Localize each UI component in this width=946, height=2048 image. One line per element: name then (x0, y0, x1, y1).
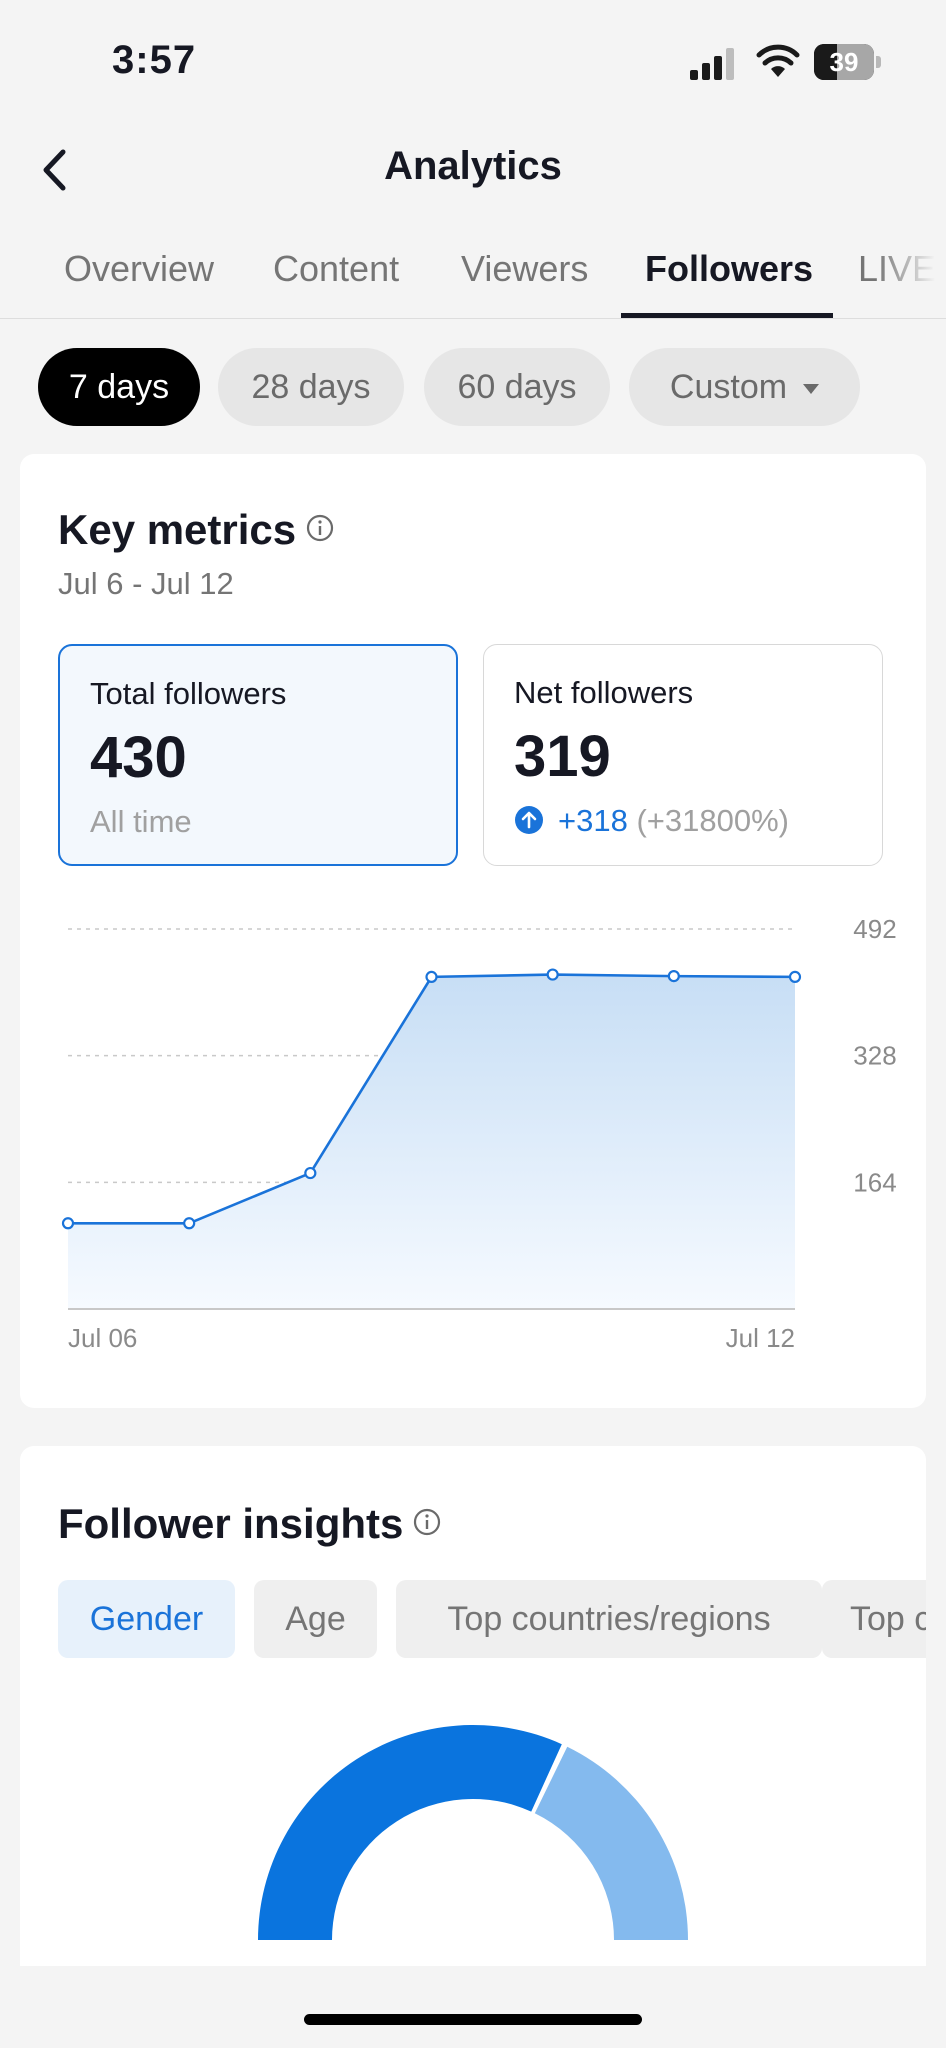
chart-y-tick-label: 492 (853, 914, 896, 944)
key-metrics-title-text: Key metrics (58, 506, 297, 553)
tab-content[interactable]: Content (273, 248, 400, 289)
gender-segment-secondary[interactable] (534, 1746, 688, 1940)
chart-data-point (546, 968, 559, 981)
chart-y-tick-label: 328 (853, 1041, 896, 1071)
tab-overview[interactable]: Overview (64, 248, 215, 289)
total-followers-label: Total followers (90, 676, 287, 711)
analytics-tabs: Overview Content Viewers Followers LIVE (0, 222, 946, 319)
range-7-days[interactable]: 7 days (38, 348, 200, 426)
status-bar: 3:57 39 (0, 0, 946, 120)
net-followers-delta: +318 (+31800%) (514, 803, 789, 839)
tab-viewers[interactable]: Viewers (461, 248, 589, 289)
active-tab-indicator (621, 313, 833, 318)
info-icon[interactable] (306, 514, 334, 542)
net-followers-label: Net followers (514, 675, 694, 710)
total-followers-value: 430 (90, 725, 187, 790)
follower-insights-card: Follower insights Gender Age Top countri… (20, 1446, 926, 1966)
net-followers-tile[interactable]: Net followers 319 +318 (+31800%) (483, 644, 883, 866)
chart-x-tick-label: Jul 06 (68, 1323, 137, 1353)
home-indicator (304, 2014, 642, 2025)
range-28-days[interactable]: 28 days (218, 348, 404, 426)
tabs-fade (876, 222, 946, 318)
chart-data-point (667, 970, 680, 983)
insight-tab-top-countries[interactable]: Top countries/regions (396, 1580, 822, 1658)
total-followers-sub: All time (90, 804, 192, 839)
insight-tab-age[interactable]: Age (254, 1580, 377, 1658)
chevron-left-icon[interactable] (30, 140, 80, 200)
date-range: Jul 6 - Jul 12 (58, 566, 234, 601)
chart-data-point (425, 970, 438, 983)
follower-insights-title: Follower insights (58, 1500, 441, 1548)
range-custom-dropdown[interactable]: Custom (629, 348, 860, 426)
battery-icon: 39 (814, 44, 882, 80)
net-followers-delta-pct: (+31800%) (636, 803, 789, 838)
range-60-days[interactable]: 60 days (424, 348, 610, 426)
chart-data-point (183, 1217, 196, 1230)
followers-chart: 164 328 492 Jul 06 Jul 12 (61, 914, 897, 1353)
chart-area-fill (68, 974, 795, 1309)
arrow-up-circle-icon (515, 806, 543, 834)
chart-x-tick-label: Jul 12 (726, 1323, 795, 1353)
battery-level: 39 (829, 47, 859, 77)
cellular-signal-icon (690, 48, 734, 80)
gender-segment-primary[interactable] (258, 1725, 562, 1940)
battery-empty (837, 44, 874, 80)
net-followers-value: 319 (514, 724, 611, 789)
header: Analytics (0, 120, 946, 220)
net-followers-delta-value: +318 (558, 803, 628, 838)
insight-tab-top-cities[interactable]: Top cities (822, 1580, 926, 1658)
chart-data-point (788, 970, 802, 983)
caret-down-icon (803, 384, 820, 395)
chart-data-point (61, 1217, 75, 1230)
key-metrics-title: Key metrics (58, 506, 334, 554)
key-metrics-card: Key metrics Jul 6 - Jul 12 Total followe… (20, 454, 926, 1408)
wifi-icon (756, 44, 800, 77)
battery-fill (814, 44, 838, 80)
range-custom-label: Custom (669, 368, 788, 406)
total-followers-tile[interactable]: Total followers 430 All time (58, 644, 458, 866)
status-time: 3:57 (112, 38, 197, 82)
insight-tab-gender[interactable]: Gender (58, 1580, 235, 1658)
tab-followers[interactable]: Followers (645, 248, 814, 289)
page-title: Analytics (384, 144, 562, 188)
chart-data-point (304, 1166, 317, 1180)
gender-donut-chart (258, 1725, 688, 1940)
info-icon[interactable] (413, 1508, 441, 1536)
follower-insights-title-text: Follower insights (58, 1500, 404, 1547)
chart-y-tick-label: 164 (853, 1167, 896, 1197)
